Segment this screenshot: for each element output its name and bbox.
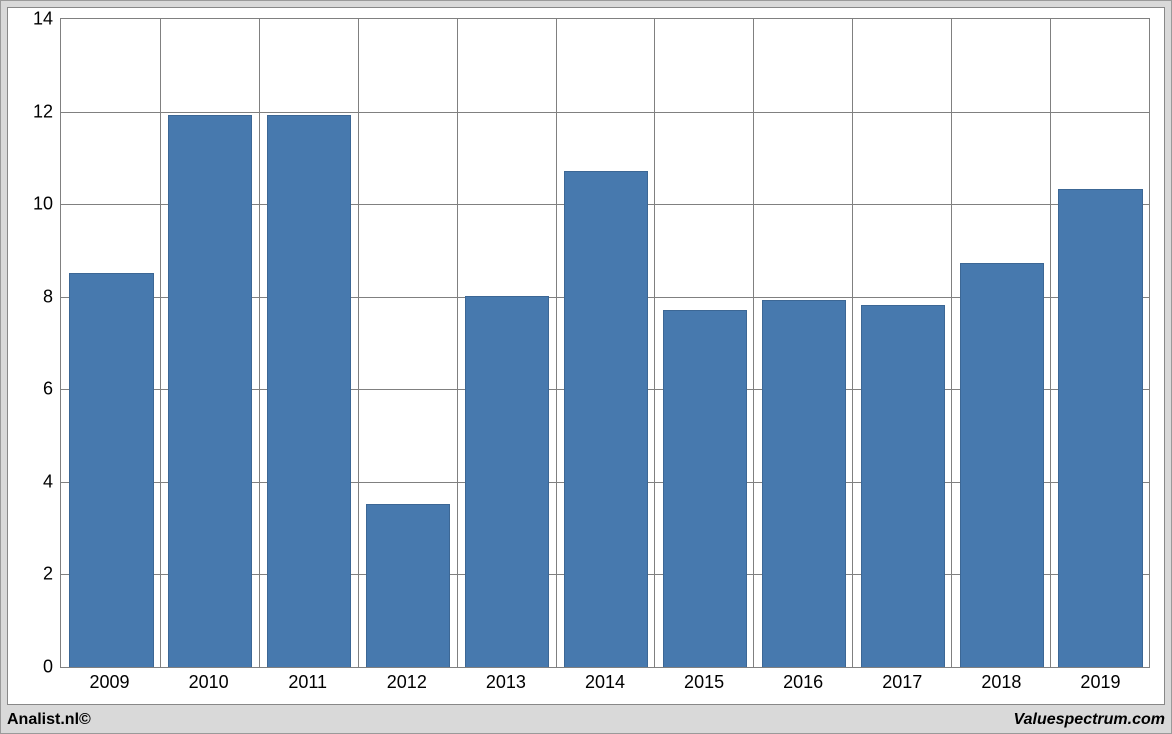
footer-credit-left: Analist.nl© [7, 711, 91, 729]
x-tick-label: 2014 [585, 672, 625, 693]
x-tick-label: 2015 [684, 672, 724, 693]
x-tick-label: 2013 [486, 672, 526, 693]
y-tick-label: 2 [43, 564, 61, 585]
bar [861, 305, 945, 667]
bar [465, 296, 549, 667]
y-tick-label: 4 [43, 471, 61, 492]
chart-frame: 02468101214 2009201020112012201320142015… [7, 7, 1165, 705]
y-tick-label: 6 [43, 379, 61, 400]
gridline-v [160, 19, 161, 667]
bar [267, 115, 351, 667]
gridline-v [358, 19, 359, 667]
bar [366, 504, 450, 667]
y-tick-label: 12 [33, 101, 61, 122]
y-tick-label: 14 [33, 9, 61, 30]
y-tick-label: 10 [33, 194, 61, 215]
gridline-v [654, 19, 655, 667]
gridline-v [1050, 19, 1051, 667]
x-tick-label: 2017 [882, 672, 922, 693]
x-tick-label: 2009 [90, 672, 130, 693]
x-tick-label: 2016 [783, 672, 823, 693]
gridline-v [556, 19, 557, 667]
bar [762, 300, 846, 667]
x-tick-label: 2018 [981, 672, 1021, 693]
bar [69, 273, 153, 667]
footer-credit-right: Valuespectrum.com [1014, 711, 1165, 729]
bar [960, 263, 1044, 667]
gridline-v [852, 19, 853, 667]
x-tick-label: 2010 [189, 672, 229, 693]
x-tick-label: 2011 [288, 672, 327, 693]
y-tick-label: 0 [43, 657, 61, 678]
x-axis-labels: 2009 2010 2011 2012 2013 2014 2015 2016 2017 2018… [60, 672, 1150, 698]
bar [1058, 189, 1142, 667]
x-tick-label: 2019 [1080, 672, 1120, 693]
gridline-h [61, 112, 1149, 113]
bar [168, 115, 252, 667]
plot-area: 02468101214 [60, 18, 1150, 668]
gridline-v [951, 19, 952, 667]
gridline-v [753, 19, 754, 667]
bar [564, 171, 648, 667]
gridline-v [259, 19, 260, 667]
chart-container: 02468101214 2009201020112012201320142015… [0, 0, 1172, 734]
y-tick-label: 8 [43, 286, 61, 307]
gridline-v [457, 19, 458, 667]
x-tick-label: 2012 [387, 672, 427, 693]
bar [663, 310, 747, 667]
